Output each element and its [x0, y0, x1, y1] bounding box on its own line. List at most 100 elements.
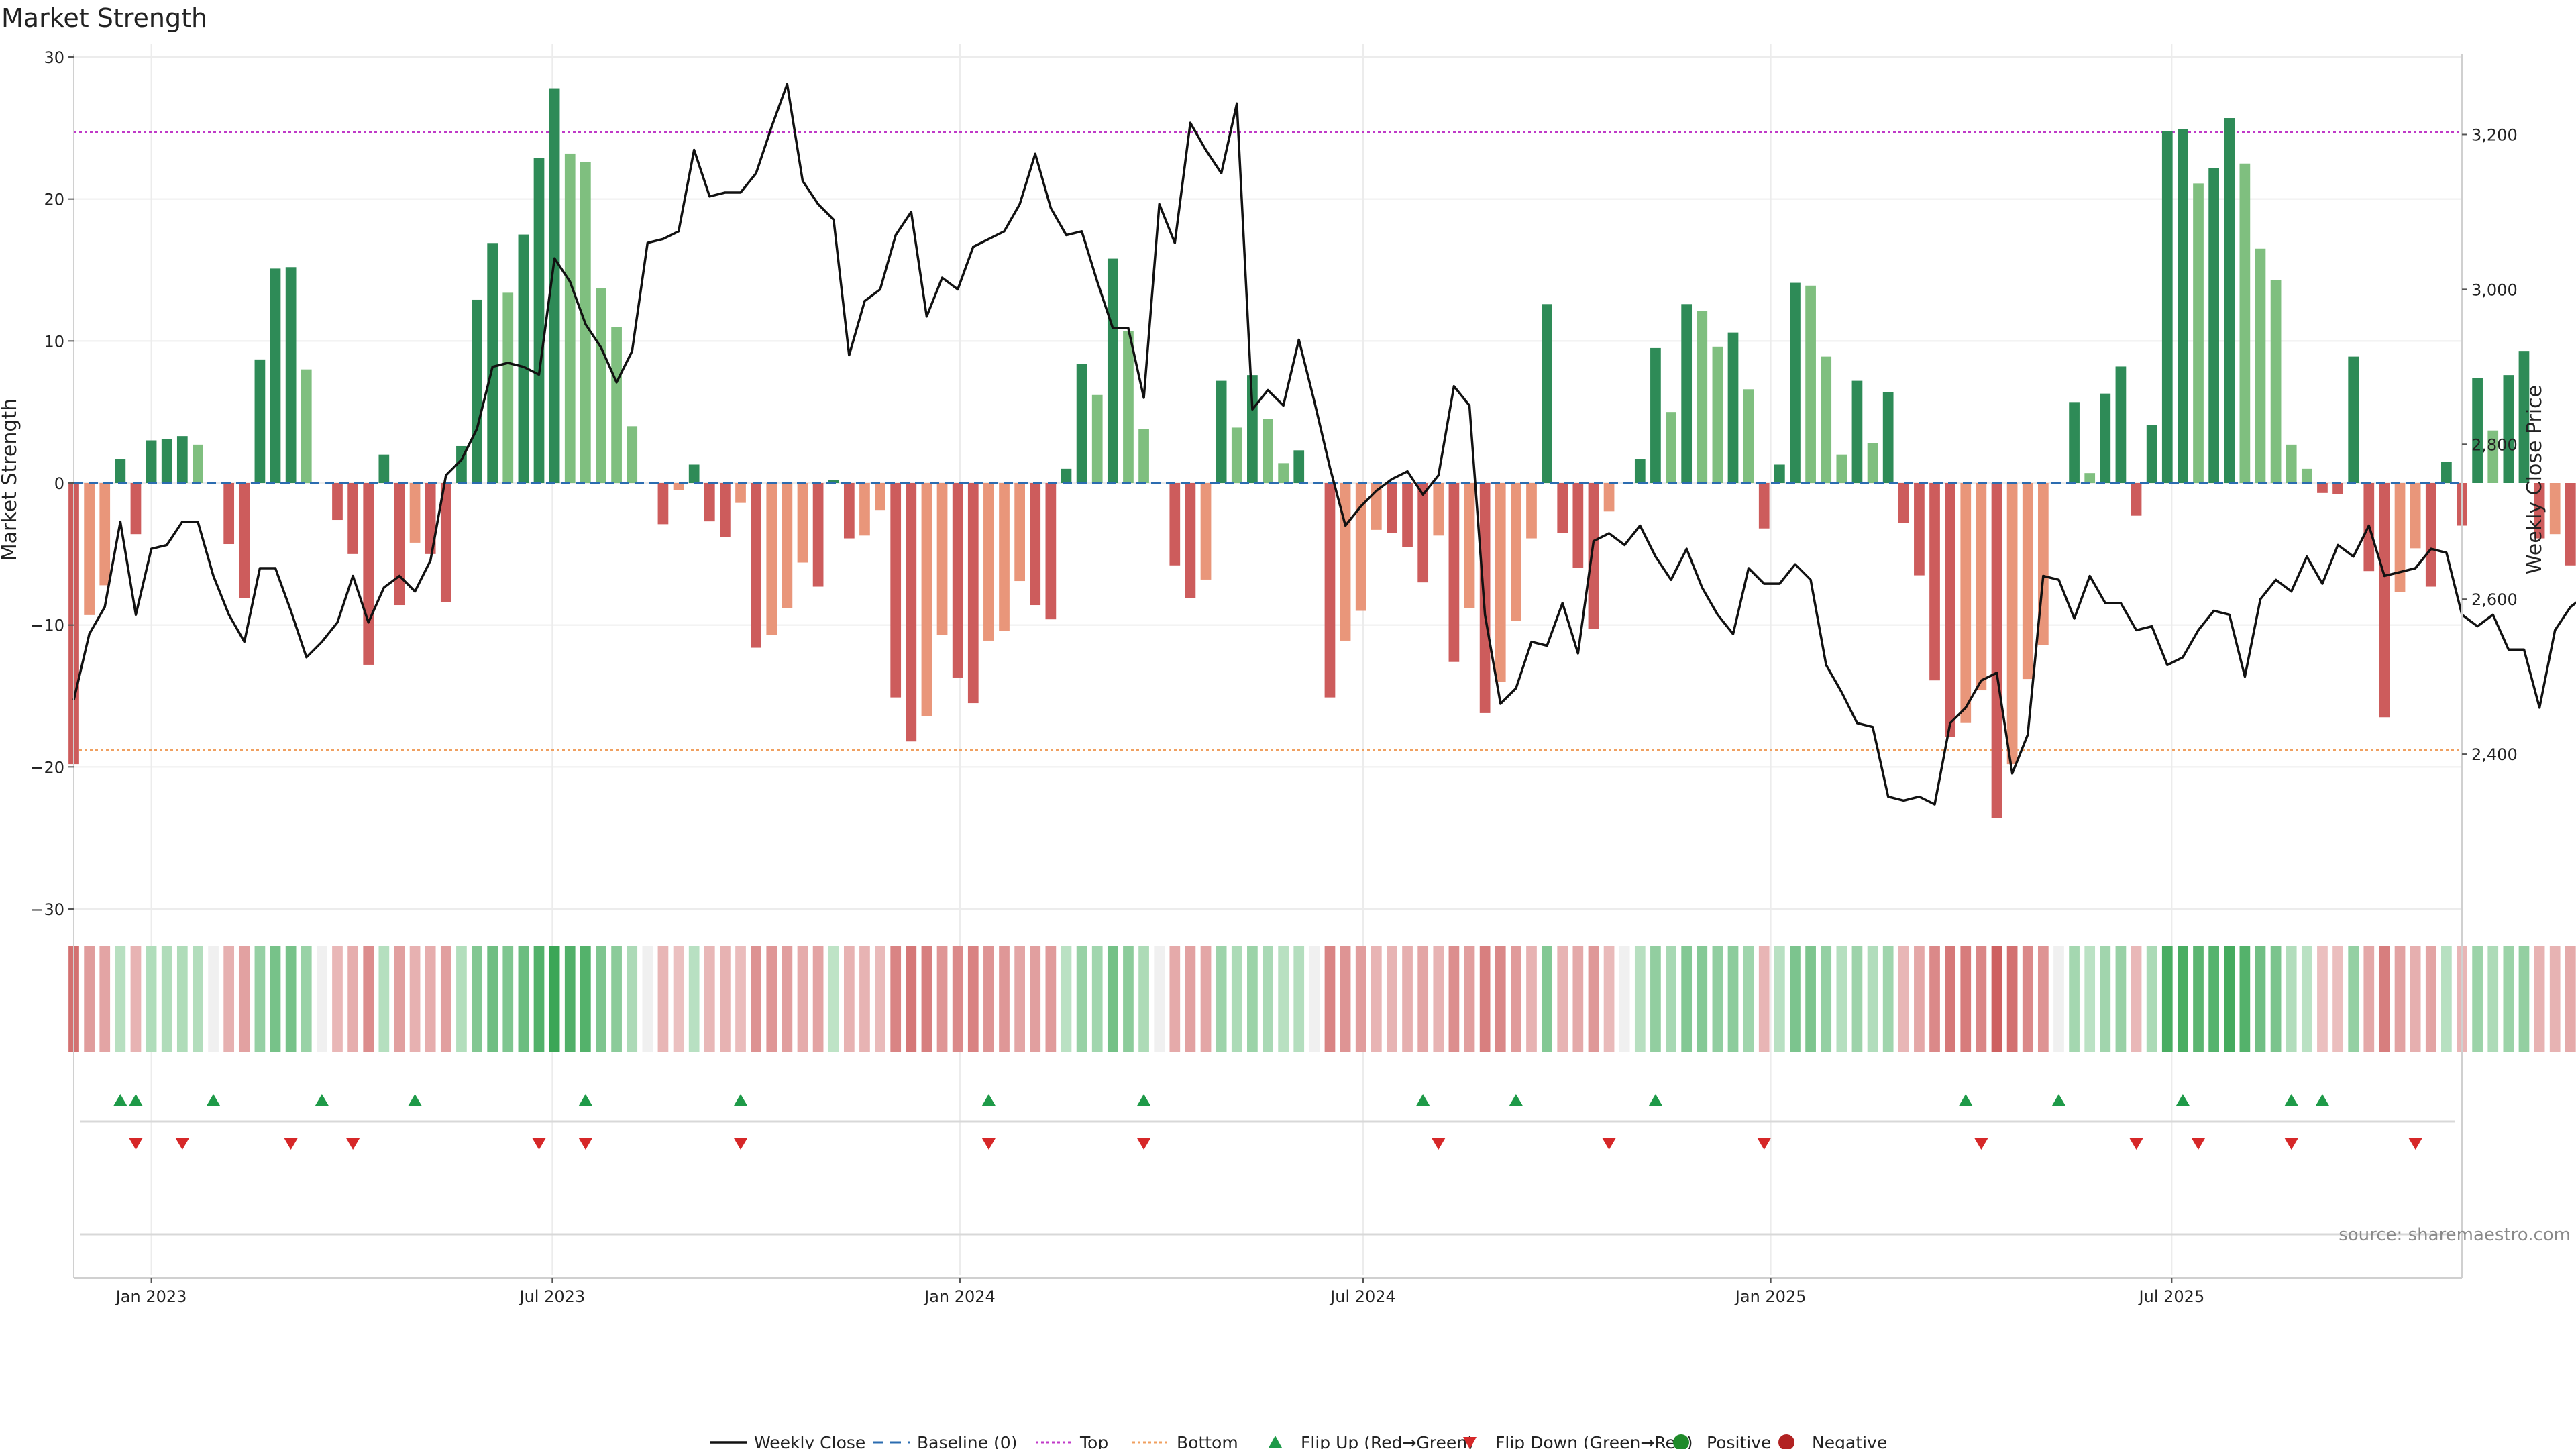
- strength-bar: [1914, 483, 1925, 576]
- heat-cell: [2131, 946, 2142, 1052]
- legend-label: Bottom: [1177, 1433, 1238, 1449]
- legend-label: Top: [1079, 1433, 1108, 1449]
- strength-bar: [1014, 483, 1025, 582]
- strength-bar: [1107, 258, 1118, 483]
- heat-cell: [1123, 946, 1134, 1052]
- legend-label: Flip Up (Red→Green): [1301, 1433, 1474, 1449]
- heat-cell: [1324, 946, 1336, 1052]
- strength-bar: [936, 483, 948, 635]
- strength-bar: [1603, 483, 1615, 512]
- heat-cell: [906, 946, 917, 1052]
- strength-bar: [2518, 351, 2530, 483]
- strength-bar: [2441, 462, 2452, 483]
- strength-bar: [1185, 483, 1196, 598]
- heat-cell: [2363, 946, 2375, 1052]
- heat-cell: [1882, 946, 1894, 1052]
- strength-bar: [1976, 483, 1987, 691]
- flip-up-marker: [315, 1094, 329, 1106]
- strength-bar: [2115, 366, 2127, 483]
- strength-bar: [1293, 450, 1305, 483]
- heat-cell: [952, 946, 963, 1052]
- heat-cell: [1960, 946, 1972, 1052]
- y-tick-label: 30: [44, 48, 64, 67]
- y2-tick-label: 2,800: [2471, 435, 2518, 454]
- heat-cell: [2022, 946, 2033, 1052]
- strength-bar: [1991, 483, 2002, 818]
- heat-cell: [1991, 946, 2002, 1052]
- heat-cell: [1758, 946, 1770, 1052]
- strength-bar: [223, 483, 235, 545]
- heat-cell: [2441, 946, 2452, 1052]
- heat-cell: [859, 946, 870, 1052]
- heat-cell: [642, 946, 653, 1052]
- weekly-close-line: [72, 83, 2576, 806]
- heat-cell: [193, 946, 203, 1052]
- flip-up-marker: [1509, 1094, 1523, 1106]
- heat-cell: [1511, 946, 1521, 1052]
- legend-flip-down-icon: [1463, 1437, 1477, 1449]
- strength-bar: [2239, 163, 2251, 483]
- heat-cell: [2503, 946, 2514, 1052]
- strength-bar: [254, 359, 266, 483]
- heat-cell: [223, 946, 235, 1052]
- strength-bar: [1076, 364, 1087, 483]
- strength-bar: [1138, 429, 1149, 483]
- strength-bar: [549, 88, 560, 484]
- legend-item: Baseline (0): [873, 1433, 1017, 1449]
- strength-bar: [1557, 483, 1568, 533]
- heat-cell: [533, 946, 545, 1052]
- strength-bar: [1464, 483, 1475, 608]
- strength-bar: [409, 483, 421, 543]
- heat-cell: [1340, 946, 1351, 1052]
- strength-bar: [2332, 483, 2343, 494]
- strength-bar: [1402, 483, 1413, 547]
- heat-cell: [208, 946, 219, 1052]
- strength-bar: [84, 483, 95, 615]
- flip-down-marker: [1602, 1138, 1616, 1150]
- legend-label: Flip Down (Green→Red): [1495, 1433, 1693, 1449]
- strength-bar: [99, 483, 111, 586]
- heat-cell: [1154, 946, 1165, 1052]
- heat-cell: [2239, 946, 2251, 1052]
- legend-circle-icon: [1673, 1434, 1689, 1449]
- heat-cell: [999, 946, 1010, 1052]
- strength-bar: [1634, 459, 1646, 483]
- strength-bar: [533, 158, 545, 484]
- heat-cell: [549, 946, 560, 1052]
- strength-bar: [1960, 483, 1972, 723]
- heat-cell: [1945, 946, 1956, 1052]
- strength-bar: [2224, 118, 2235, 483]
- strength-bar: [176, 436, 188, 483]
- strength-bar: [766, 483, 777, 635]
- heat-cell: [1542, 946, 1552, 1052]
- strength-bar: [487, 243, 498, 483]
- heat-cell: [161, 946, 172, 1052]
- flip-down-marker: [284, 1138, 298, 1150]
- strength-bar: [1417, 483, 1429, 583]
- strength-bar: [378, 454, 390, 483]
- flip-up-marker: [734, 1094, 748, 1106]
- heat-cell: [1402, 946, 1413, 1052]
- flip-down-marker: [175, 1138, 189, 1150]
- heat-cell: [782, 946, 793, 1052]
- flip-up-marker: [207, 1094, 221, 1106]
- strength-bar: [1216, 380, 1227, 483]
- strength-bar: [1278, 463, 1289, 483]
- heat-cell: [921, 946, 932, 1052]
- strength-bar: [1433, 483, 1444, 536]
- flip-down-marker: [129, 1138, 143, 1150]
- strength-bar: [2487, 430, 2499, 483]
- strength-bar: [720, 483, 731, 537]
- strength-bar: [797, 483, 808, 563]
- heat-cell: [84, 946, 95, 1052]
- heat-cell: [2224, 946, 2235, 1052]
- legend-circle-icon: [1778, 1434, 1794, 1449]
- strength-bar: [967, 483, 979, 704]
- heat-cell: [1898, 946, 1909, 1052]
- strength-bar: [735, 483, 746, 503]
- strength-bar: [146, 440, 157, 483]
- heat-cell: [270, 946, 281, 1052]
- flip-down-marker: [1757, 1138, 1771, 1150]
- heat-cell: [409, 946, 421, 1052]
